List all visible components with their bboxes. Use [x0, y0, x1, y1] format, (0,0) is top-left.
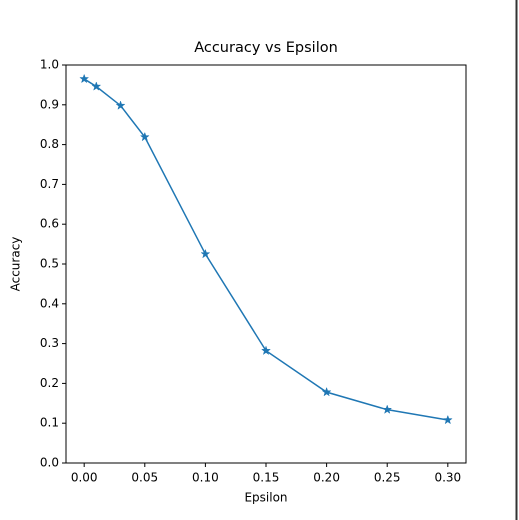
marker	[321, 386, 332, 397]
y-tick-label: 0.1	[40, 416, 59, 430]
x-tick-label: 0.25	[374, 471, 401, 485]
y-tick-label: 0.6	[40, 217, 59, 231]
y-tick-label: 0.2	[40, 376, 59, 390]
x-tick-label: 0.15	[253, 471, 280, 485]
marker	[79, 73, 90, 84]
x-tick-label: 0.30	[434, 471, 461, 485]
chart-title: Accuracy vs Epsilon	[194, 40, 338, 56]
marker	[139, 131, 150, 142]
x-tick-label: 0.00	[71, 471, 98, 485]
y-axis-label: Accuracy	[9, 237, 23, 292]
marker	[115, 100, 126, 110]
line	[83, 78, 448, 421]
y-tick-label: 1.0	[40, 58, 59, 72]
y-tick-label: 0.3	[40, 336, 59, 350]
marker	[260, 345, 272, 356]
marker	[382, 404, 393, 414]
y-tick-label: 0.5	[40, 257, 59, 271]
x-tick-label: 0.10	[192, 471, 219, 485]
marker	[200, 248, 211, 259]
marker	[91, 81, 102, 91]
y-tick-label: 0.7	[40, 177, 59, 191]
x-tick-label: 0.20	[313, 471, 340, 485]
y-tick-label: 0.4	[40, 296, 59, 310]
y-tick-label: 0.8	[40, 137, 59, 151]
marker	[442, 414, 453, 425]
y-tick-label: 0.9	[40, 97, 59, 111]
x-axis-label: Epsilon	[244, 491, 287, 505]
y-tick-label: 0.0	[40, 456, 59, 470]
x-tick-label: 0.05	[131, 471, 158, 485]
plot-frame	[65, 64, 467, 464]
